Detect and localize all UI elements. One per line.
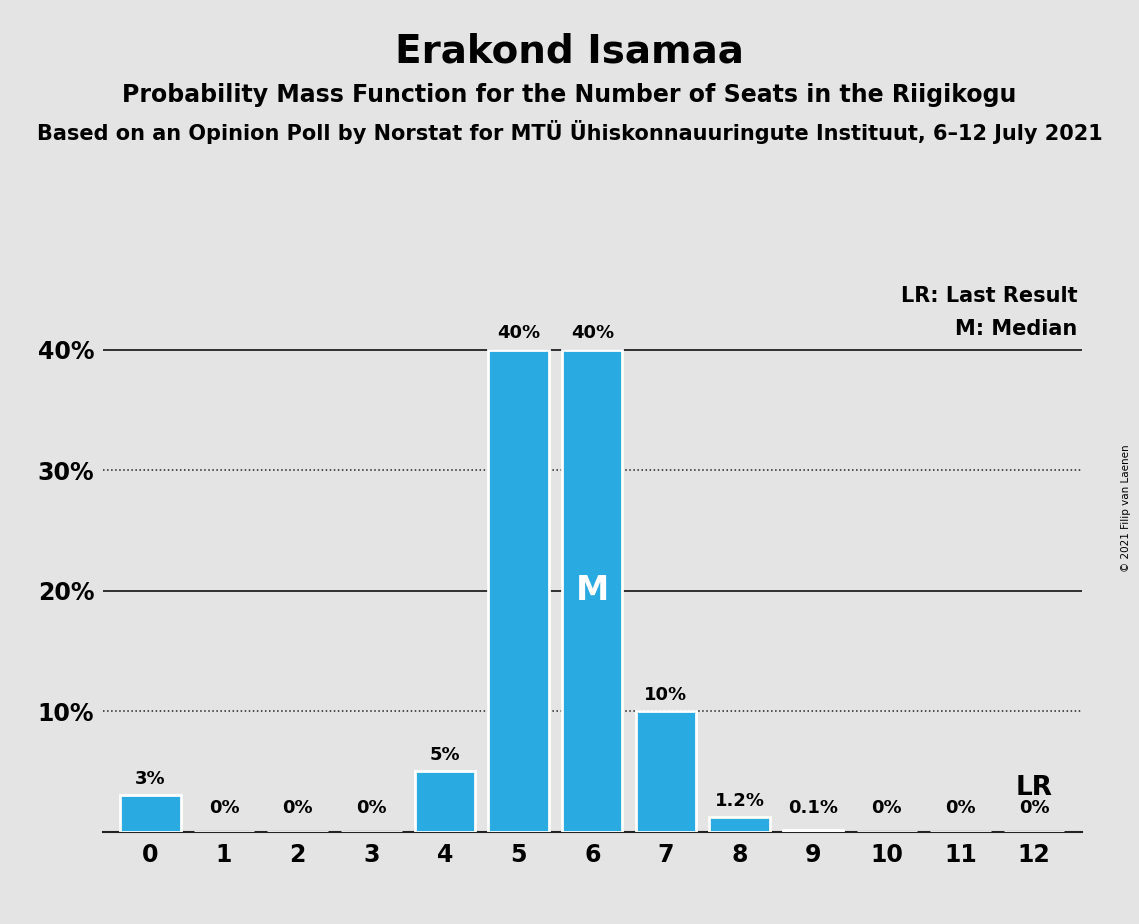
Text: Erakond Isamaa: Erakond Isamaa [395, 32, 744, 70]
Text: 0.1%: 0.1% [788, 799, 838, 817]
Bar [782, 831, 843, 832]
Text: 0%: 0% [282, 799, 313, 817]
Text: LR: Last Result: LR: Last Result [901, 286, 1077, 306]
Bar [489, 349, 549, 832]
Bar [710, 817, 770, 832]
Text: 0%: 0% [1019, 799, 1049, 817]
Text: 0%: 0% [208, 799, 239, 817]
Text: 5%: 5% [429, 746, 460, 764]
Text: Based on an Opinion Poll by Norstat for MTÜ Ühiskonnauuringute Instituut, 6–12 J: Based on an Opinion Poll by Norstat for … [36, 120, 1103, 144]
Text: 10%: 10% [645, 686, 688, 704]
Bar [121, 796, 181, 832]
Text: 0%: 0% [357, 799, 386, 817]
Text: 0%: 0% [945, 799, 976, 817]
Bar [636, 711, 696, 832]
Text: M: M [575, 574, 609, 607]
Text: 0%: 0% [871, 799, 902, 817]
Text: © 2021 Filip van Laenen: © 2021 Filip van Laenen [1121, 444, 1131, 572]
Text: Probability Mass Function for the Number of Seats in the Riigikogu: Probability Mass Function for the Number… [122, 83, 1017, 107]
Text: 40%: 40% [497, 324, 540, 342]
Bar [562, 349, 623, 832]
Text: 40%: 40% [571, 324, 614, 342]
Text: M: Median: M: Median [954, 319, 1077, 339]
Bar [415, 772, 475, 832]
Text: 3%: 3% [136, 771, 165, 788]
Text: 1.2%: 1.2% [714, 792, 764, 810]
Text: LR: LR [1016, 775, 1052, 801]
